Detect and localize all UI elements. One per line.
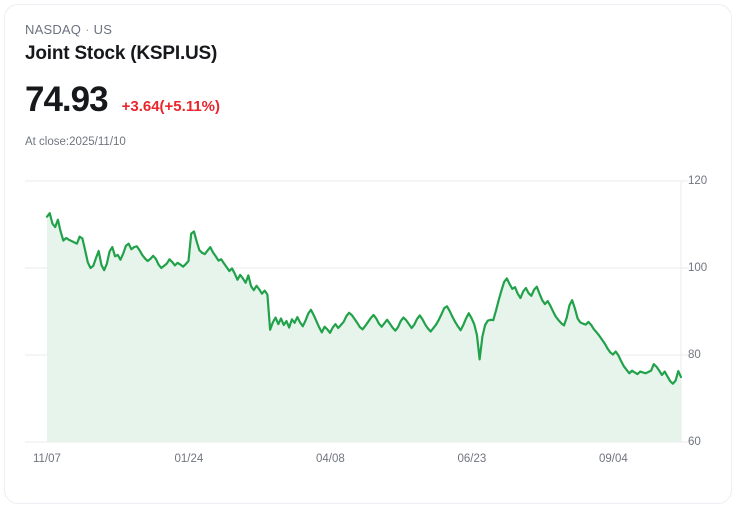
quote-header: NASDAQ · US Joint Stock (KSPI.US) 74.93 +3… (25, 21, 525, 150)
x-axis-tick-label: 11/07 (33, 453, 61, 465)
last-price: 74.93 (25, 80, 109, 119)
x-axis-tick-label: 01/24 (174, 453, 204, 465)
page-title: Joint Stock (KSPI.US) (25, 43, 218, 64)
y-axis-tick-label: 120 (688, 175, 708, 187)
stock-quote-card: NASDAQ · US Joint Stock (KSPI.US) 74.93 +3… (4, 4, 732, 504)
x-axis-tick-label: 09/04 (598, 453, 628, 465)
y-axis-tick-label: 100 (688, 262, 708, 274)
y-axis-tick-label: 60 (688, 436, 701, 448)
price-chart[interactable]: 120 100 80 60 11/07 01/24 04/08 06/23 09/04 (5, 165, 731, 485)
x-axis-tick-label: 06/23 (457, 453, 487, 465)
region-code: US (93, 22, 113, 37)
price-row: 74.93 +3.64(+5.11%) (25, 79, 525, 121)
y-axis-tick-label: 80 (688, 349, 701, 361)
market-status-note: At close:2025/11/10 (25, 136, 126, 148)
price-chart-svg (25, 180, 689, 443)
exchange-separator: · (85, 22, 90, 37)
exchange-name: NASDAQ (25, 22, 82, 37)
exchange-region-line: NASDAQ · US (25, 21, 525, 39)
price-line (45, 212, 683, 385)
x-axis-tick-label: 04/08 (315, 453, 345, 465)
price-change: +3.64(+5.11%) (121, 98, 221, 115)
